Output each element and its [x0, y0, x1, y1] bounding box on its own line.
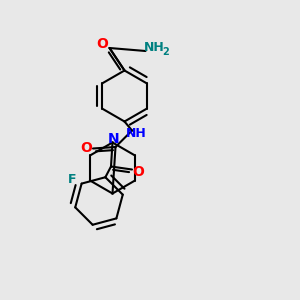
Text: F: F: [68, 172, 77, 186]
Text: NH: NH: [143, 41, 164, 55]
Text: 2: 2: [163, 47, 169, 58]
Text: O: O: [133, 165, 145, 179]
Text: O: O: [96, 38, 108, 51]
Text: N: N: [108, 132, 120, 146]
Text: O: O: [80, 142, 92, 155]
Text: NH: NH: [126, 127, 147, 140]
